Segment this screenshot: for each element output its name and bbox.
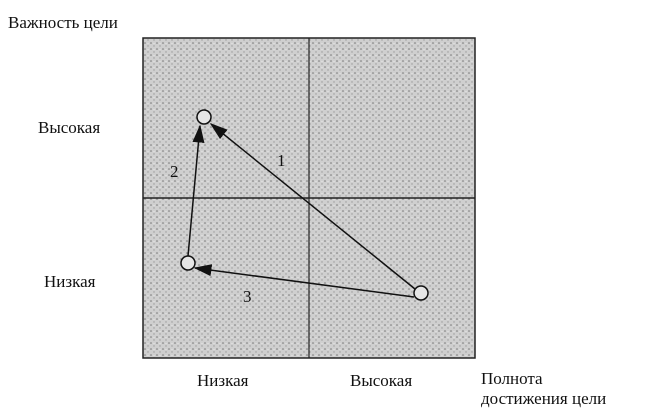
arrow-label: 1 xyxy=(277,151,286,170)
x-label-low: Низкая xyxy=(197,371,249,390)
y-axis-title: Важность цели xyxy=(8,13,118,32)
y-label-high: Высокая xyxy=(38,118,100,137)
point xyxy=(413,285,429,301)
y-label-low: Низкая xyxy=(44,272,96,291)
point xyxy=(180,255,196,271)
arrow xyxy=(209,123,416,290)
x-label-high: Высокая xyxy=(350,371,412,390)
arrow xyxy=(193,264,415,298)
point xyxy=(196,109,212,125)
arrow-label: 2 xyxy=(170,162,179,181)
x-axis-title: достижения цели xyxy=(481,389,606,408)
arrow-label: 3 xyxy=(243,287,252,306)
arrow xyxy=(187,124,205,257)
x-axis-title: Полнота xyxy=(481,369,543,388)
